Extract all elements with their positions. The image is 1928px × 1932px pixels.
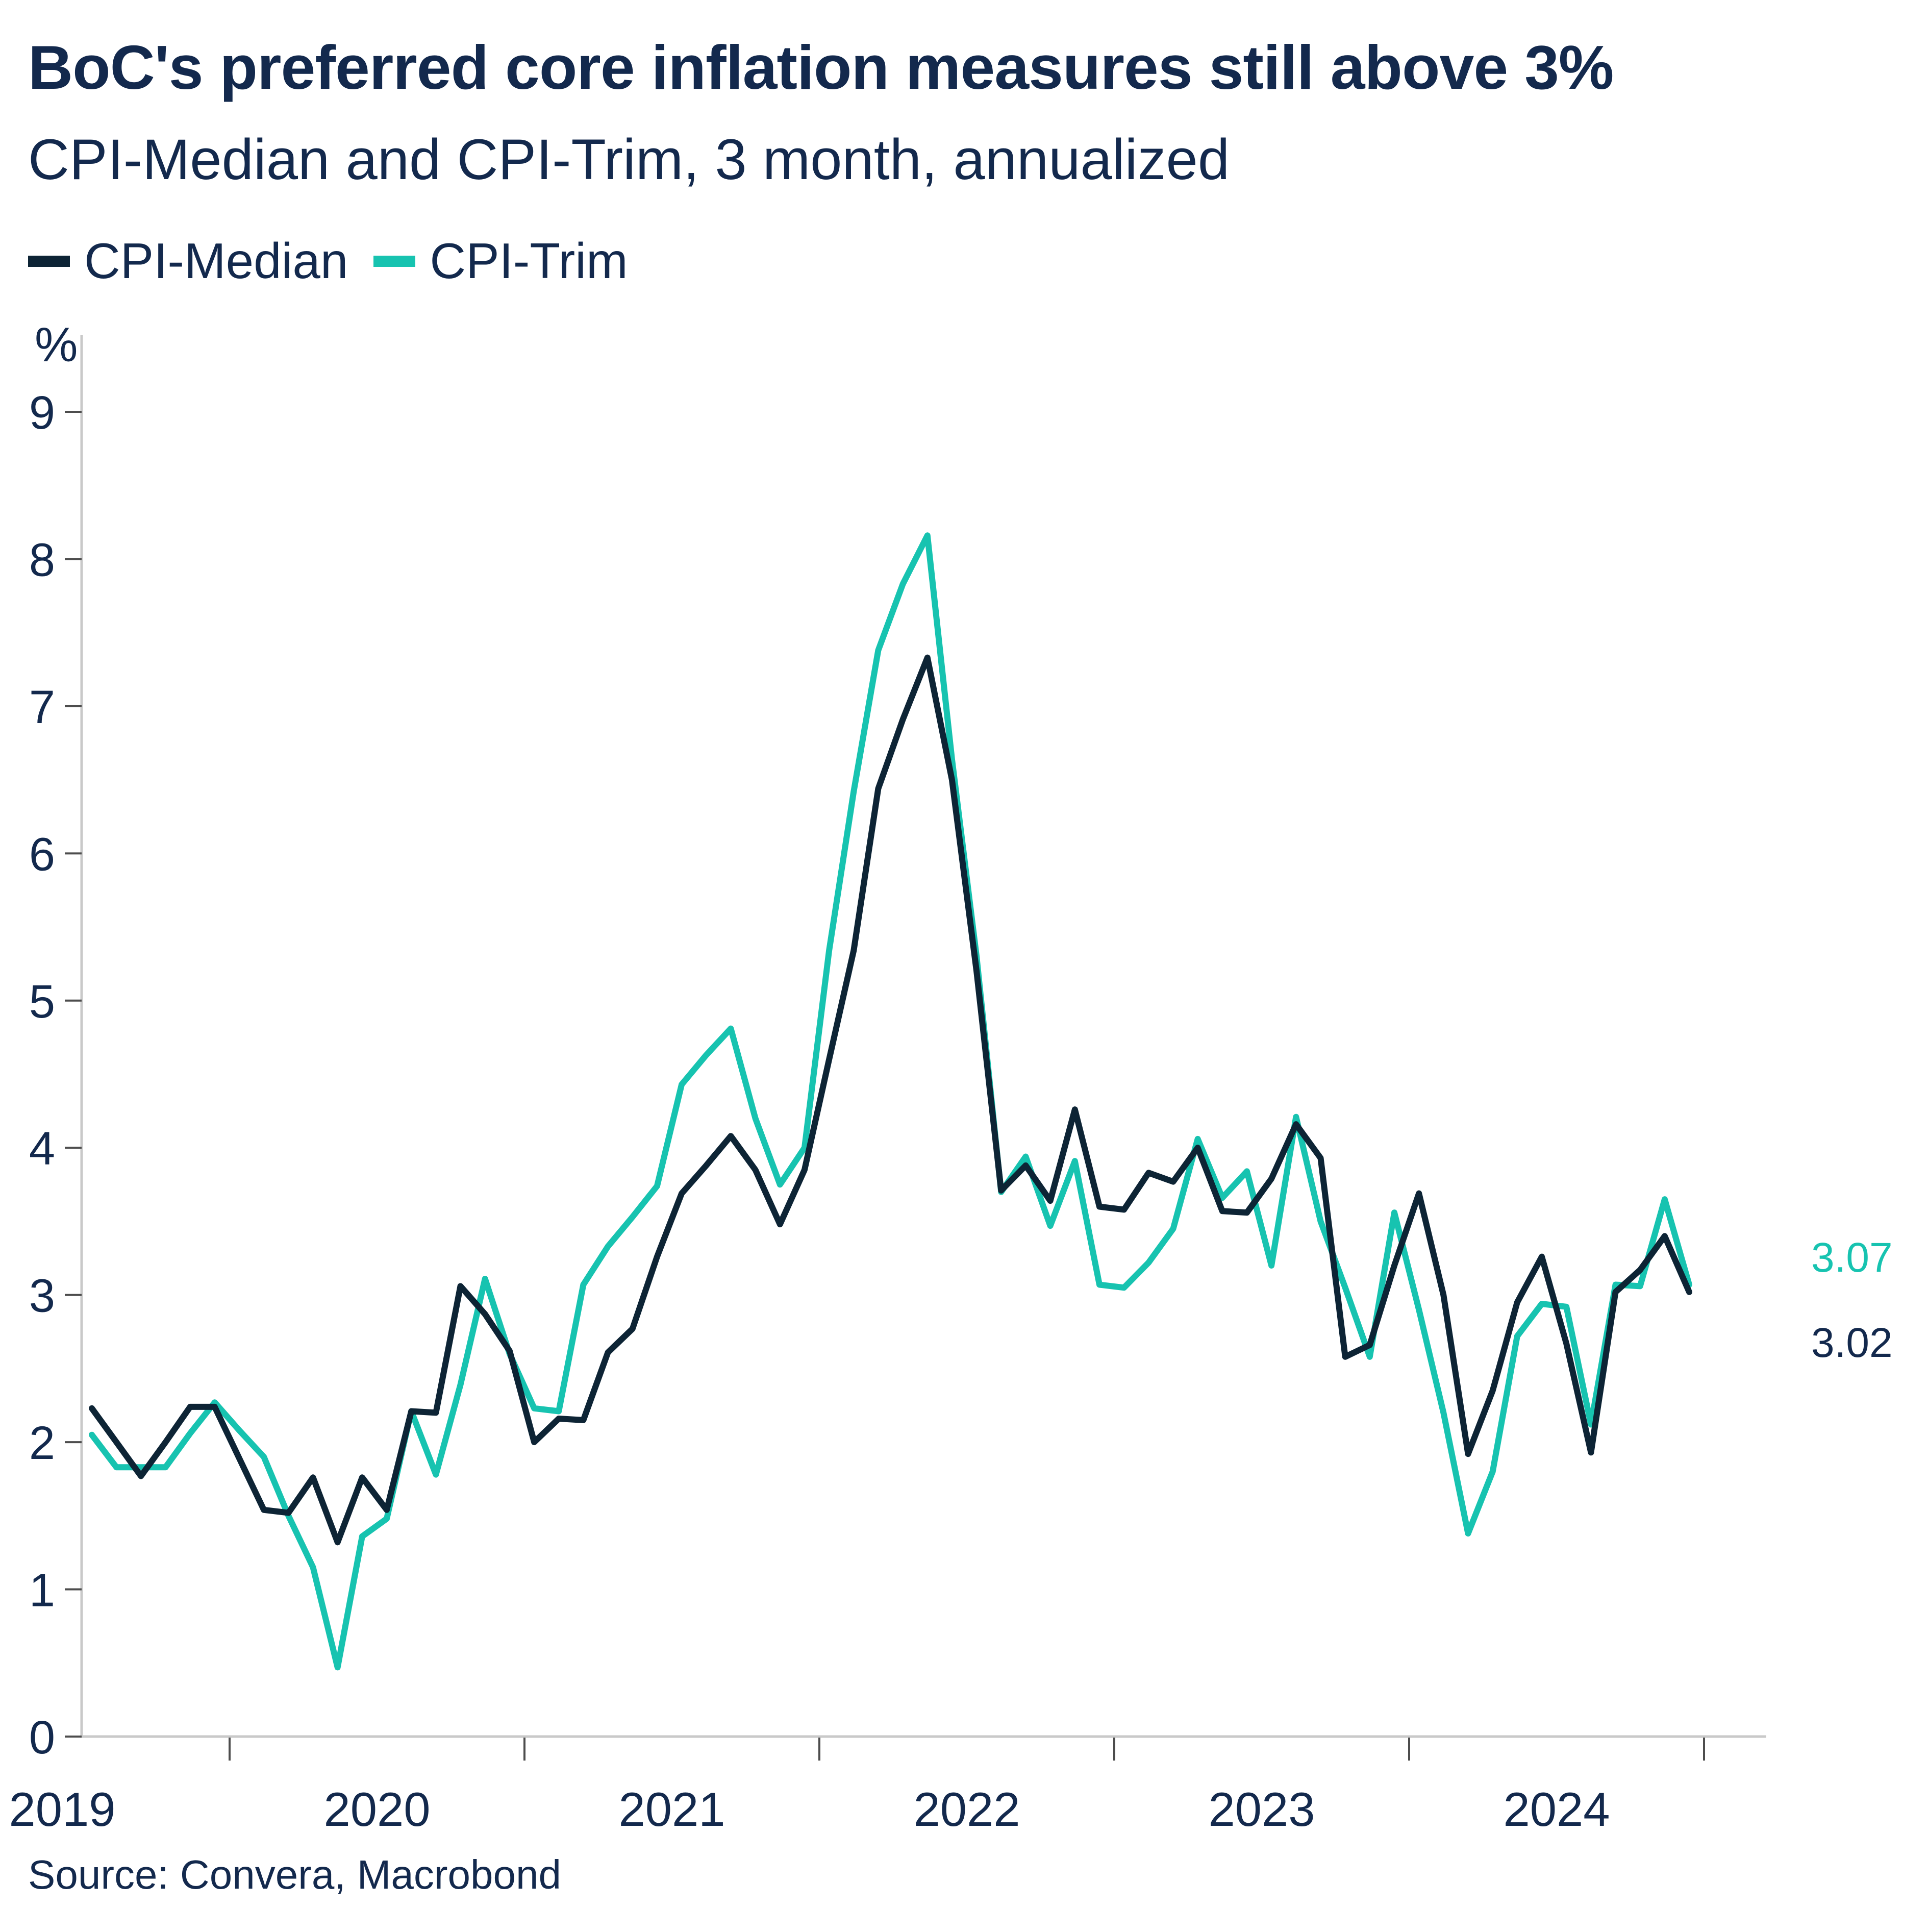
y-tick-label: 7 [29,681,55,733]
y-tick-label: 1 [29,1565,55,1617]
y-tick-label: 8 [29,534,55,586]
chart-title: BoC's preferred core inflation measures … [28,33,1614,102]
cpi-trim-line [89,532,1692,1671]
cpi-median-line [89,654,1692,1546]
legend-item-cpi-median: CPI-Median [28,232,348,290]
legend: CPI-Median CPI-Trim [28,232,628,290]
y-axis-unit-label: % [35,318,78,372]
y-tick-label: 4 [29,1123,55,1175]
cpi-median-swatch-icon [28,255,70,267]
chart-subtitle: CPI-Median and CPI-Trim, 3 month, annual… [28,128,1230,191]
y-tick-label: 0 [29,1712,55,1764]
legend-item-cpi-trim: CPI-Trim [373,232,628,290]
x-year-label: 2024 [1503,1782,1610,1836]
legend-label-cpi-median: CPI-Median [84,233,348,289]
y-tick-label: 5 [29,976,55,1028]
y-tick-label: 6 [29,828,55,880]
source-note: Source: Convera, Macrobond [28,1852,561,1897]
x-year-label: 2022 [913,1782,1020,1836]
x-year-label: 2020 [323,1782,430,1836]
x-year-label: 2021 [618,1782,725,1836]
y-tick-label: 3 [29,1270,55,1322]
cpi-trim-swatch-icon [373,255,416,267]
x-year-label: 2019 [9,1782,115,1836]
y-tick-label: 2 [29,1417,55,1469]
y-tick-label: 9 [29,387,55,439]
cpi-trim-end-value-label: 3.07 [1811,1234,1893,1281]
x-year-label: 2023 [1208,1782,1315,1836]
legend-label-cpi-trim: CPI-Trim [430,233,628,289]
cpi-median-end-value-label: 3.02 [1811,1320,1893,1366]
